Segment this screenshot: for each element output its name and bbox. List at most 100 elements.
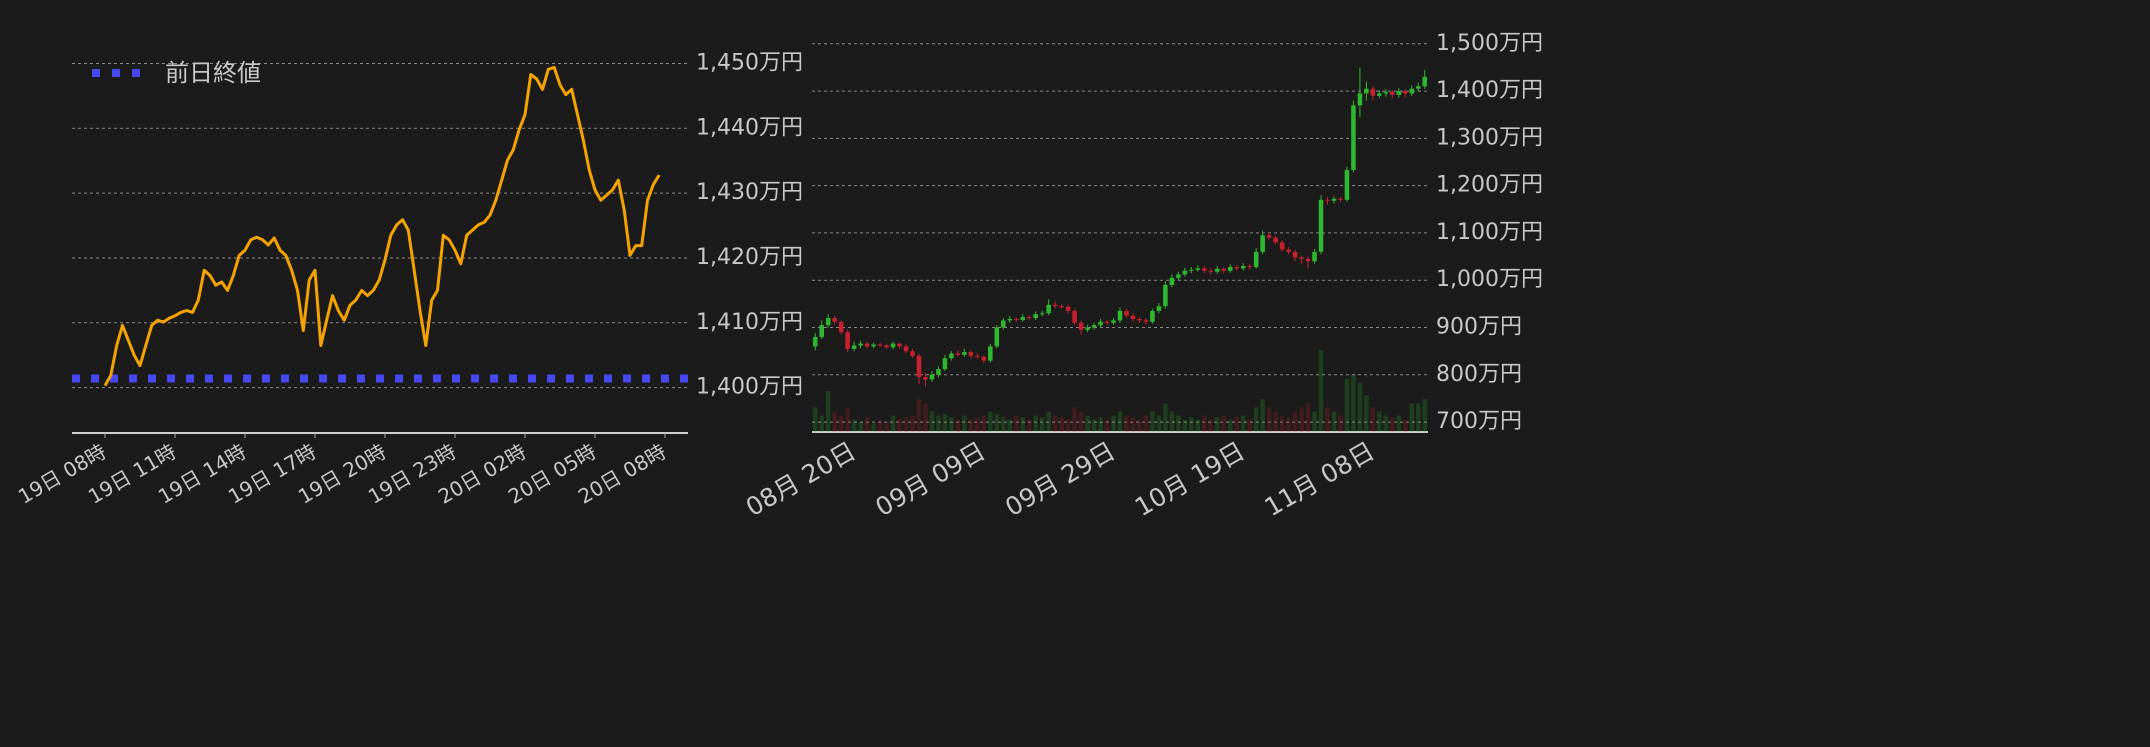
volume-bar: [1150, 411, 1155, 432]
volume-bar: [1299, 407, 1304, 432]
y-tick-label: 1,100万円: [1436, 220, 1543, 245]
candle-body: [1305, 258, 1311, 262]
volume-bar: [988, 411, 993, 432]
y-tick-label: 900万円: [1436, 314, 1522, 339]
y-tick-label: 700万円: [1436, 409, 1522, 434]
candle-body: [1182, 270, 1188, 275]
volume-bar: [981, 415, 987, 432]
y-tick-label: 800万円: [1436, 362, 1522, 387]
candle-body: [1059, 306, 1064, 308]
candle-body: [1318, 199, 1324, 252]
volume-bar: [1156, 415, 1162, 432]
volume-bar: [1214, 417, 1220, 432]
volume-bar: [1182, 419, 1188, 432]
candle-body: [1163, 284, 1168, 307]
candle-body: [1098, 321, 1103, 326]
volume-bar: [897, 419, 902, 432]
volume-bar: [1020, 417, 1026, 432]
volume-bar: [1202, 415, 1207, 432]
volume-bar: [1169, 411, 1175, 432]
candle-body: [864, 343, 870, 347]
volume-bar: [955, 419, 961, 432]
candle-body: [832, 318, 837, 322]
candle-body: [1020, 317, 1026, 320]
volume-bar: [903, 417, 909, 432]
candle-body: [1124, 310, 1129, 316]
candle-body: [1072, 310, 1077, 323]
candle-body: [1409, 88, 1415, 94]
volume-bar: [1351, 374, 1356, 432]
volume-bar: [1403, 419, 1408, 432]
volume-bar: [929, 411, 935, 432]
volume-bar: [1344, 378, 1350, 432]
candle-body: [1338, 198, 1343, 200]
candle-body: [923, 377, 928, 380]
volume-bar: [819, 415, 824, 432]
volume-bar: [916, 399, 922, 432]
candle-body: [1013, 318, 1019, 320]
volume-bar: [936, 415, 941, 432]
price-line: [103, 65, 661, 387]
volume-bar: [845, 407, 850, 432]
volume-bar: [1026, 419, 1032, 432]
volume-bar: [1234, 417, 1239, 432]
volume-bar: [1273, 411, 1278, 432]
volume-bar: [1163, 403, 1168, 432]
volume-bar: [1189, 417, 1194, 432]
volume-bar: [1305, 403, 1311, 432]
volume-bar: [1325, 407, 1330, 432]
volume-bar: [1072, 407, 1077, 432]
candle-body: [1344, 170, 1350, 200]
candle-body: [929, 374, 935, 380]
candle-body: [1266, 235, 1272, 238]
candle-body: [1156, 306, 1162, 311]
volume-bar: [1091, 419, 1097, 432]
volume-bar: [1416, 403, 1421, 432]
candle-body: [1286, 249, 1291, 252]
volume-bar: [1001, 417, 1006, 432]
y-tick-label: 1,400万円: [696, 375, 803, 400]
candle-body: [916, 355, 922, 378]
candle-body: [1137, 318, 1142, 321]
candle-body: [1065, 306, 1071, 311]
candle-body: [968, 352, 974, 356]
volume-bar: [1117, 411, 1123, 432]
volume-bar: [962, 415, 967, 432]
candle-body: [1111, 320, 1116, 323]
volume-bar: [1364, 395, 1369, 432]
volume-bar: [1176, 415, 1181, 432]
candle-body: [890, 343, 896, 348]
volume-bar: [884, 422, 889, 432]
candle-body: [1221, 268, 1227, 271]
candle-body: [1403, 91, 1408, 94]
candle-body: [1299, 257, 1304, 259]
candle-body: [1150, 310, 1155, 322]
candle-body: [1169, 277, 1175, 285]
candle-body: [981, 356, 987, 361]
volume-bar: [968, 419, 974, 432]
volume-bar: [825, 391, 831, 432]
candle-body: [825, 318, 831, 326]
candle-body: [988, 346, 993, 361]
candle-body: [838, 321, 844, 333]
volume-bar: [1046, 411, 1051, 432]
volume-bar: [1098, 417, 1103, 432]
candle-body: [1357, 93, 1363, 106]
volume-bar: [1143, 415, 1149, 432]
volume-bar: [1104, 419, 1110, 432]
candle-body: [1001, 320, 1006, 328]
candle-body: [1234, 266, 1239, 269]
candle-body: [1364, 88, 1369, 94]
volume-bar: [890, 415, 896, 432]
volume-bar: [1065, 419, 1071, 432]
candle-body: [949, 353, 954, 359]
candle-body: [1247, 266, 1252, 268]
candle-body: [955, 353, 961, 355]
volume-bar: [1124, 415, 1129, 432]
candle-body: [897, 343, 902, 347]
volume-bar: [1137, 419, 1142, 432]
candle-body: [1130, 315, 1136, 319]
candle-body: [1240, 266, 1246, 269]
